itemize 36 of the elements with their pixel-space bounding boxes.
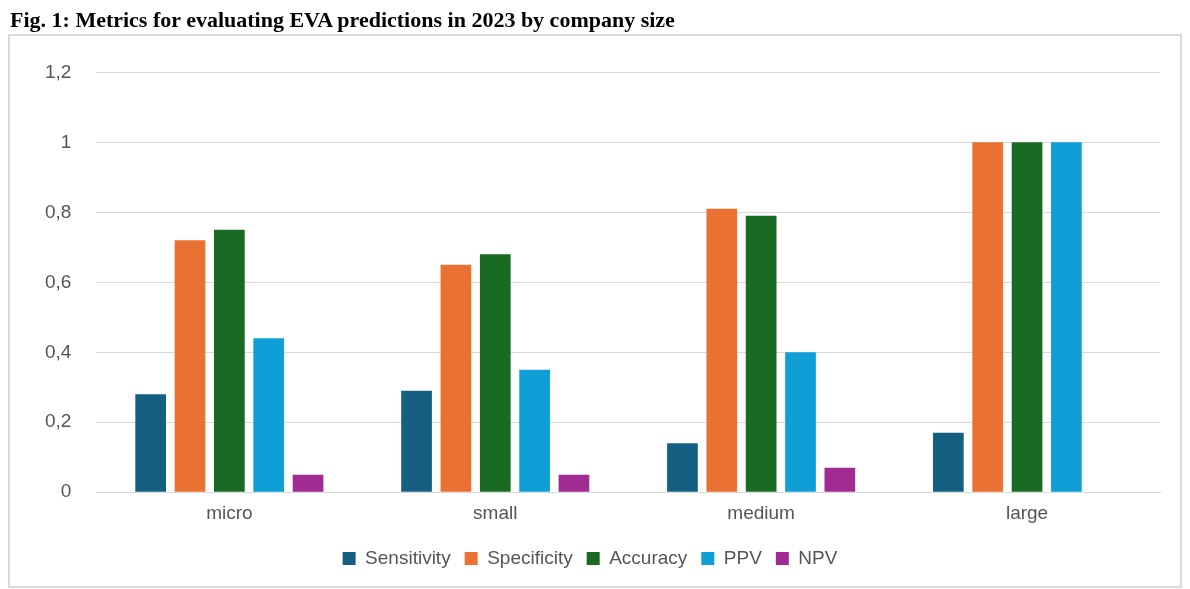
bar <box>824 467 856 492</box>
legend-label: NPV <box>798 546 838 568</box>
bar <box>558 474 590 492</box>
bar <box>440 264 472 492</box>
bar <box>745 215 777 492</box>
bar <box>519 369 550 492</box>
bar <box>785 352 816 492</box>
bar <box>972 142 1004 492</box>
bar <box>667 443 698 492</box>
chart-title: Fig. 1: Metrics for evaluating EVA predictions in 2023 by company size <box>10 7 676 32</box>
bar <box>706 208 738 492</box>
y-tick-label: 0,6 <box>44 270 72 292</box>
y-tick-label: 0,8 <box>44 200 72 222</box>
y-tick-label: 0,4 <box>44 340 72 362</box>
y-tick-label: 0,2 <box>44 410 72 432</box>
y-tick-label: 0 <box>60 480 72 502</box>
bar <box>253 338 285 492</box>
bar <box>135 394 166 492</box>
bar <box>479 254 511 492</box>
bar <box>1011 142 1043 492</box>
x-tick-label: medium <box>727 501 795 523</box>
bar <box>214 229 245 492</box>
x-tick-label: large <box>1005 501 1049 523</box>
y-tick-label: 1,2 <box>44 60 72 82</box>
bar <box>174 240 206 492</box>
bar <box>292 474 324 492</box>
bar <box>401 390 432 492</box>
legend-label: PPV <box>723 546 763 568</box>
x-tick-label: micro <box>206 501 253 523</box>
y-tick-label: 1 <box>60 130 72 152</box>
legend-label: Accuracy <box>609 546 688 568</box>
bar <box>933 432 964 492</box>
bar <box>1051 142 1082 492</box>
legend-label: Sensitivity <box>365 546 452 568</box>
legend-label: Specificity <box>487 546 574 568</box>
x-tick-label: small <box>473 501 518 523</box>
